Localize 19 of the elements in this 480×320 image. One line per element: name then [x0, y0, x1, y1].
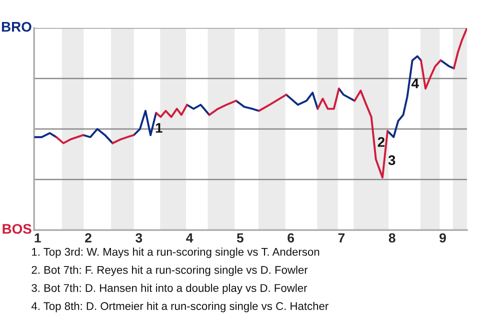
- x-tick-label: 5: [236, 233, 244, 243]
- text: BOS: [2, 224, 32, 234]
- x-tick-label: 6: [288, 233, 294, 243]
- x-tick-label: 7: [338, 233, 345, 242]
- x-tick-label: 4: [186, 233, 194, 242]
- x-tick-label: 3: [136, 233, 142, 243]
- x-tick-label: 1: [34, 233, 41, 242]
- x-tick-label: 8: [388, 233, 396, 243]
- text: BRO: [2, 22, 32, 32]
- text: 3. Bot 7th: D. Hansen hit into a double play vs D. Fowler: [32, 284, 308, 294]
- text: 4. Top 8th: D. Ortmeier hit a run-scoring single vs C. Hatcher: [31, 302, 328, 312]
- annotation: 3: [388, 155, 396, 166]
- text: 2. Bot 7th: F. Reyes hit a run-scoring single vs D. Fowler: [32, 266, 308, 276]
- annotation: 1: [156, 123, 162, 133]
- text: 1. Top 3rd: W. Mays hit a run-scoring single vs T. Anderson: [32, 248, 320, 258]
- annotation: 2: [378, 137, 385, 147]
- x-tick-label: 9: [440, 233, 446, 243]
- annotation: 4: [411, 78, 419, 88]
- x-tick-label: 2: [85, 233, 92, 242]
